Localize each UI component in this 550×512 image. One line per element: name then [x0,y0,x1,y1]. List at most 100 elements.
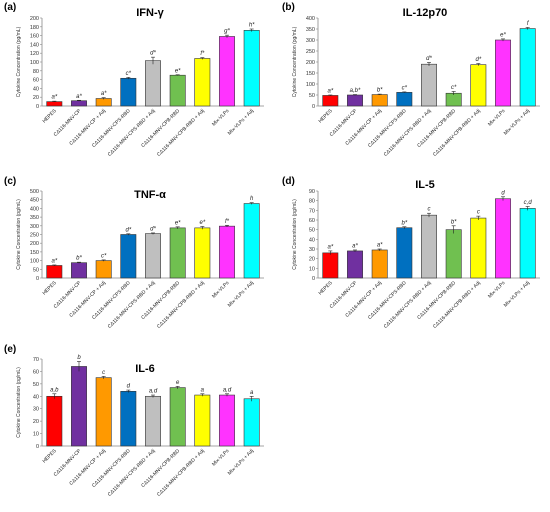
y-axis-label: Cytokine Concentration (pg/mL) [16,26,22,97]
bar [120,234,137,279]
significance-letter: c* [101,253,107,259]
x-tick-label: Mix-VLPs [487,280,507,300]
bar [470,64,487,107]
y-tick-label: 100 [30,259,39,265]
significance-letter: a* [101,91,107,97]
y-axis-label: Cytokine Concentration (pg/mL) [16,367,22,438]
y-tick-label: 100 [30,60,39,66]
significance-letter: a [201,387,205,393]
y-tick-label: 150 [30,250,39,256]
bar [219,225,235,279]
bar [470,217,487,279]
x-tick-label: CΔ116-MNV-CPB-RBD + Adj [432,280,482,330]
bar [120,391,137,447]
y-tick-label: 120 [30,51,39,57]
bar [194,58,211,107]
x-tick-label: HEPES [42,280,59,297]
bar [46,101,63,107]
x-tick-label: Mix-VLPs + Adj [503,108,531,136]
y-tick-label: 0 [36,276,39,282]
x-tick-label: CΔ116-MNV-CPB-RBD + Adj [432,108,482,158]
x-tick-label: Mix-VLPs + Adj [227,280,255,308]
significance-letter: a* [51,95,57,101]
bar [145,395,161,447]
significance-letter: a* [377,243,383,249]
bar [322,95,339,107]
significance-letter: d* [150,51,156,57]
bar [194,227,211,279]
y-tick-label: 70 [309,208,315,214]
bar [519,28,536,107]
chart-title: IL-12p70 [403,7,448,19]
bar [322,252,339,279]
significance-letter: f* [200,51,205,57]
bar [95,98,112,107]
y-tick-label: 10 [309,266,315,272]
significance-letter: d* [475,57,481,63]
bar [396,92,413,107]
bar [71,262,87,279]
y-tick-label: 60 [33,369,39,375]
y-axis-label: Cytokine Concentration (pg/mL) [292,199,298,270]
y-axis-label: Cytokine Concentration (pg/mL) [16,199,22,270]
bar [445,92,462,107]
significance-letter: a* [327,244,333,250]
y-tick-label: 160 [30,34,39,40]
significance-letter: a,b [50,387,59,393]
significance-letter: a* [51,258,57,264]
y-tick-label: 300 [30,224,39,230]
panel-label: (a) [4,2,16,13]
significance-letter: d* [125,227,131,233]
x-tick-label: CΔ116-MNV-CPB-RBD + Adj [156,280,206,330]
significance-letter: f* [225,219,230,225]
bar [145,233,161,279]
significance-letter: c,d [524,200,533,206]
y-tick-label: 100 [306,82,315,88]
x-tick-label: HEPES [42,108,59,125]
bar [347,250,363,279]
x-tick-label: Mix-VLPs [487,108,507,128]
significance-letter: e* [175,220,181,226]
significance-letter: e* [199,220,205,226]
x-tick-label: HEPES [318,280,335,297]
bar [71,366,87,447]
y-tick-label: 400 [30,206,39,212]
significance-letter: e [176,380,180,386]
significance-letter: c [102,370,105,376]
x-tick-label: Mix-VLPs + Adj [227,448,255,476]
y-tick-label: 50 [309,228,315,234]
y-tick-label: 20 [33,95,39,101]
x-tick-label: CΔ116-MNV-CPS-RBD + Adj [107,448,157,498]
y-tick-label: 70 [33,357,39,363]
y-tick-label: 150 [306,71,315,77]
significance-letter: e* [175,68,181,74]
y-tick-label: 60 [309,218,315,224]
significance-letter: h [250,196,254,202]
y-axis-label: Cytokine Concentration (pg/mL) [292,26,298,97]
x-tick-label: CΔ116-MNV-CPB-RBD + Adj [156,108,206,158]
y-tick-label: 60 [33,78,39,84]
significance-letter: b* [401,220,407,226]
y-tick-label: 400 [306,16,315,22]
y-tick-label: 0 [312,276,315,282]
y-tick-label: 10 [33,432,39,438]
y-tick-label: 80 [309,199,315,205]
bar [243,398,260,447]
bar [421,63,437,107]
x-tick-label: CΔ116-MNV-CPB-RBD + Adj [156,448,206,498]
x-tick-label: CΔ116-MNV-CPS-RBD + Adj [383,108,433,158]
bar [219,394,235,447]
y-tick-label: 40 [309,237,315,243]
bar [219,36,235,107]
y-tick-label: 350 [306,27,315,33]
y-tick-label: 40 [33,394,39,400]
y-tick-label: 40 [33,86,39,92]
y-tick-label: 500 [30,189,39,195]
y-tick-label: 200 [30,16,39,22]
bar [347,94,363,107]
panel-label: (d) [282,176,295,187]
significance-letter: c [428,207,431,213]
y-tick-label: 200 [30,241,39,247]
significance-letter: c* [126,71,132,77]
